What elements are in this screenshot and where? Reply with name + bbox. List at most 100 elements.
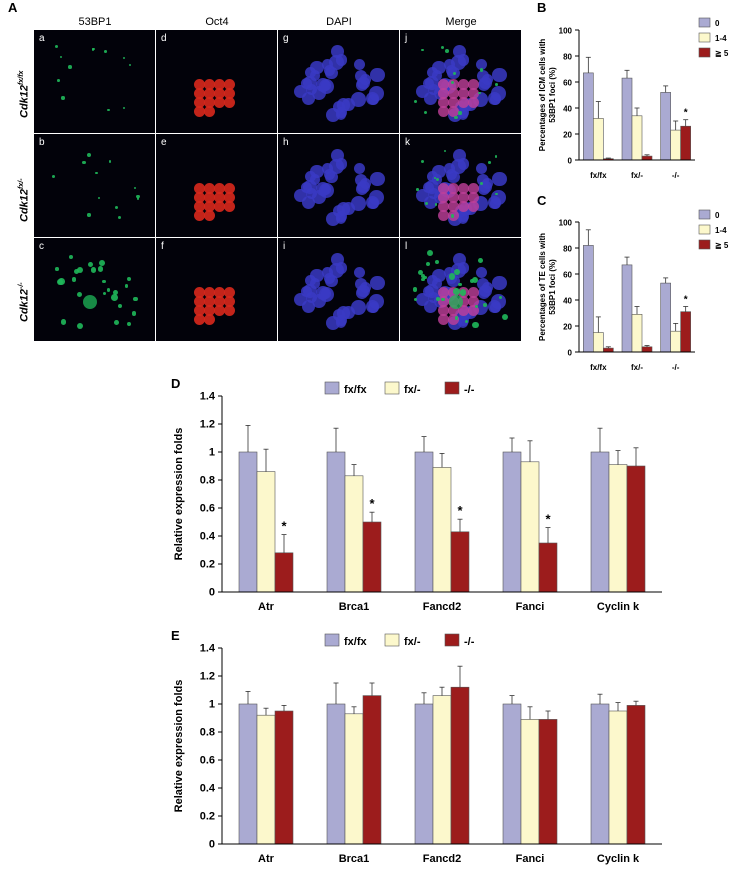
legend-label: fx/fx	[344, 636, 368, 648]
micrograph-signal	[203, 79, 215, 90]
micrograph-signal	[437, 210, 449, 221]
micrograph-signal	[97, 196, 101, 200]
y-tick-label: 1	[209, 447, 215, 459]
y-axis-label: Percentages of ICM cells with	[538, 39, 547, 152]
y-tick-label: 100	[559, 27, 573, 36]
micrograph-signal	[328, 55, 344, 70]
micrograph-signal	[431, 268, 446, 283]
micrograph-signal	[213, 287, 225, 298]
micrograph-signal	[134, 186, 137, 189]
legend-swatch	[698, 47, 711, 58]
micrograph-signal	[353, 59, 366, 71]
y-tick-label: 0.4	[200, 531, 216, 543]
micrograph-signal	[436, 177, 440, 181]
micrograph-signal	[467, 183, 479, 194]
micrograph-signal	[489, 197, 502, 210]
micrograph-signal	[356, 76, 370, 90]
tile-label: g	[283, 33, 289, 44]
bar	[626, 465, 646, 593]
bar	[538, 719, 558, 845]
micrograph-signal	[457, 213, 469, 224]
micrograph-signal	[97, 266, 103, 272]
legend-label: fx/-	[404, 636, 421, 648]
x-tick-label: Brca1	[339, 853, 370, 865]
y-axis-label: 53BP1 foci (%)	[548, 67, 557, 123]
row-label-genotype: fx/-	[18, 178, 25, 189]
micrograph-signal	[413, 297, 418, 302]
bar	[608, 464, 628, 593]
bar	[680, 125, 691, 161]
y-axis-label: 53BP1 foci (%)	[548, 259, 557, 315]
micrograph-signal	[457, 305, 469, 316]
micrograph-signal	[125, 284, 129, 288]
row-label-fx-minus: Cdk12fx/-	[18, 178, 31, 222]
micrograph-signal	[457, 282, 462, 287]
y-tick-label: 40	[563, 105, 572, 114]
significance-marker: *	[545, 512, 551, 527]
micrograph-signal	[323, 169, 335, 181]
x-tick-label: Fancd2	[423, 601, 462, 613]
micrograph-signal	[453, 71, 457, 75]
micrograph-signal	[203, 201, 215, 212]
row-label-genotype: fx/fx	[18, 70, 25, 85]
micrograph-signal	[447, 183, 459, 194]
bar	[583, 72, 594, 161]
chart-d-expression-folds: 0 0.2 0.4 0.6 0.8 1 1.2 1.4 * * * * Atr Brca1 Fancd2 Fa…	[173, 381, 662, 613]
micrograph-signal	[337, 202, 351, 216]
micrograph-signal	[457, 183, 469, 194]
micrograph-signal	[108, 160, 112, 163]
micrograph-tile: i	[278, 238, 399, 341]
y-tick-label: 80	[563, 245, 572, 254]
bar	[502, 451, 522, 593]
micrograph-signal	[322, 162, 333, 174]
row-label-gene: Cdk12	[18, 188, 31, 222]
micrograph-signal	[431, 278, 443, 290]
micrograph-signal	[412, 287, 418, 292]
bar	[326, 451, 346, 593]
micrograph-signal	[367, 93, 380, 106]
micrograph-signal	[193, 79, 205, 90]
legend-swatch	[444, 633, 460, 647]
micrograph-signal	[450, 214, 455, 218]
micrograph-signal	[57, 79, 61, 83]
legend-label: 0	[715, 19, 720, 28]
micrograph-signal	[126, 276, 131, 281]
micrograph-signal	[431, 60, 446, 75]
micrograph-signal	[316, 285, 331, 300]
micrograph-signal	[489, 93, 502, 106]
micrograph-signal	[223, 192, 235, 203]
micrograph-signal	[448, 273, 456, 280]
bar	[520, 719, 540, 845]
micrograph-signal	[223, 201, 235, 212]
micrograph-signal	[203, 296, 215, 307]
bar	[432, 695, 452, 845]
bar	[680, 311, 691, 353]
micrograph-signal	[367, 301, 380, 314]
bar	[593, 332, 604, 353]
tile-label: e	[161, 137, 167, 148]
micrograph-signal	[213, 296, 225, 307]
micrograph-signal	[193, 183, 205, 194]
y-tick-label: 0	[209, 587, 215, 599]
micrograph-signal	[467, 97, 479, 108]
tile-label: a	[39, 33, 45, 44]
micrograph-signal	[118, 304, 123, 309]
x-tick-label: fx/fx	[590, 171, 607, 180]
micrograph-signal	[309, 164, 324, 179]
micrograph-signal	[444, 162, 455, 174]
micrograph-signal	[447, 88, 459, 99]
micrograph-signal	[454, 316, 459, 320]
micrograph-signal	[492, 171, 507, 186]
column-header-oct4: Oct4	[205, 16, 229, 28]
micrograph-signal	[54, 267, 59, 271]
y-tick-label: 0.2	[200, 811, 215, 823]
legend-swatch	[698, 224, 711, 235]
micrograph-signal	[203, 106, 215, 117]
micrograph-signal	[474, 304, 478, 308]
micrograph-signal	[331, 253, 344, 267]
micrograph-signal	[467, 305, 479, 316]
micrograph-signal	[447, 201, 459, 212]
bar	[362, 695, 382, 845]
micrograph-signal	[447, 192, 459, 203]
micrograph-signal	[67, 65, 72, 69]
